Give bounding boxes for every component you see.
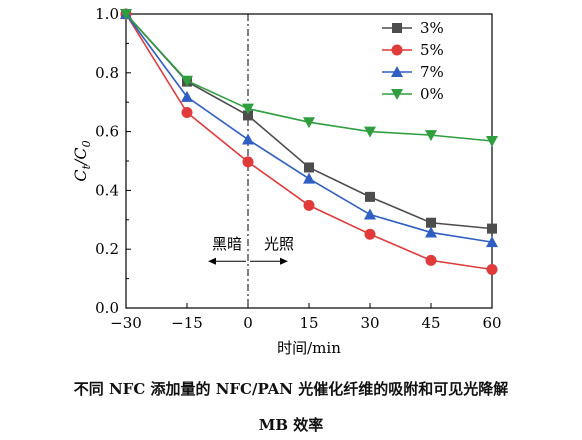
data-point: [303, 172, 315, 184]
x-tick-label: 60: [482, 314, 501, 332]
x-tick-label: 15: [299, 314, 318, 332]
legend-marker: [391, 89, 403, 100]
annotation-dark: 黑暗: [212, 235, 242, 253]
data-point: [181, 106, 193, 118]
annotation-light: 光照: [264, 235, 294, 253]
legend-marker: [391, 44, 403, 56]
legend-label: 0%: [420, 85, 444, 103]
data-point: [487, 223, 497, 234]
data-point: [242, 103, 254, 115]
data-point: [486, 263, 498, 275]
x-tick-label: 45: [421, 314, 440, 332]
data-point: [425, 254, 437, 266]
legend-marker: [391, 66, 403, 77]
y-tick-label: 0.2: [95, 240, 119, 258]
data-point: [304, 162, 314, 173]
arrow-right-head: [280, 257, 288, 265]
y-tick-label: 0.6: [95, 123, 119, 141]
data-point: [243, 110, 253, 121]
x-tick-label: 30: [360, 314, 379, 332]
data-point: [364, 228, 376, 240]
data-point: [486, 136, 498, 148]
data-point: [486, 236, 498, 248]
data-point: [242, 156, 254, 168]
arrow-left-head: [208, 257, 216, 265]
data-point: [365, 191, 375, 202]
data-point: [364, 208, 376, 220]
line-chart: −30 −15 0 15 30 45 60 0.0 0.2 0.4 0.6 0.8 1.0 时间/min C…: [71, 5, 502, 357]
x-tick-label: 0: [243, 314, 253, 332]
figure-caption-line-1: 不同 NFC 添加量的 NFC/PAN 光催化纤维的吸附和可见光降解: [73, 380, 509, 398]
data-point: [181, 90, 193, 102]
data-point: [425, 226, 437, 238]
data-point: [303, 117, 315, 129]
data-point: [303, 199, 315, 211]
y-tick-label: 1.0: [95, 5, 119, 23]
figure-caption-line-2: MB 效率: [258, 416, 324, 434]
series-3: [120, 9, 498, 148]
y-tick-label: 0.0: [95, 299, 119, 317]
x-axis-label: 时间/min: [277, 339, 341, 357]
x-tick-label: −30: [110, 314, 142, 332]
data-point: [242, 133, 254, 145]
x-tick-label: −15: [171, 314, 203, 332]
y-tick-label: 0.8: [95, 64, 119, 82]
legend-label: 7%: [420, 63, 444, 81]
data-point: [425, 130, 437, 142]
data-point: [120, 9, 132, 20]
y-axis-label: Ct/C0: [71, 140, 93, 181]
data-point: [426, 217, 436, 228]
data-point: [181, 75, 193, 87]
legend-label: 5%: [420, 41, 444, 59]
legend-marker: [392, 23, 402, 33]
legend-label: 3%: [420, 19, 444, 37]
data-point: [364, 126, 376, 138]
y-tick-label: 0.4: [95, 181, 119, 199]
